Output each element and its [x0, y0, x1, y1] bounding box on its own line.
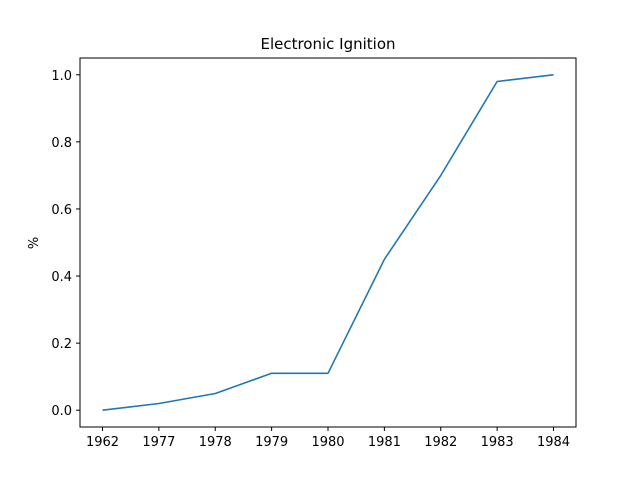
y-tick-label: 0.0 — [51, 404, 72, 419]
x-tick-label: 1962 — [86, 435, 119, 450]
y-tick-label: 0.4 — [51, 270, 72, 285]
y-tick-label: 0.8 — [51, 136, 72, 151]
x-tick-label: 1981 — [368, 435, 401, 450]
y-tick-label: 1.0 — [51, 69, 72, 84]
plot-area: 1962 1977 1978 1979 1980 1981 1982 1983 1984 0.0 0… — [51, 69, 570, 450]
y-tick-label: 0.2 — [51, 337, 72, 352]
x-tick-label: 1983 — [481, 435, 514, 450]
x-tick-label: 1979 — [255, 435, 288, 450]
chart-title: Electronic Ignition — [260, 35, 395, 53]
x-tick-label: 1980 — [311, 435, 344, 450]
x-tick-label: 1982 — [424, 435, 457, 450]
series-line — [102, 74, 554, 411]
x-tick-label: 1978 — [199, 435, 232, 450]
plot-frame — [79, 57, 577, 428]
y-tick-label: 0.6 — [51, 203, 72, 218]
y-axis-title: % — [27, 237, 42, 249]
x-tick-label: 1984 — [537, 435, 570, 450]
x-tick-label: 1977 — [142, 435, 175, 450]
